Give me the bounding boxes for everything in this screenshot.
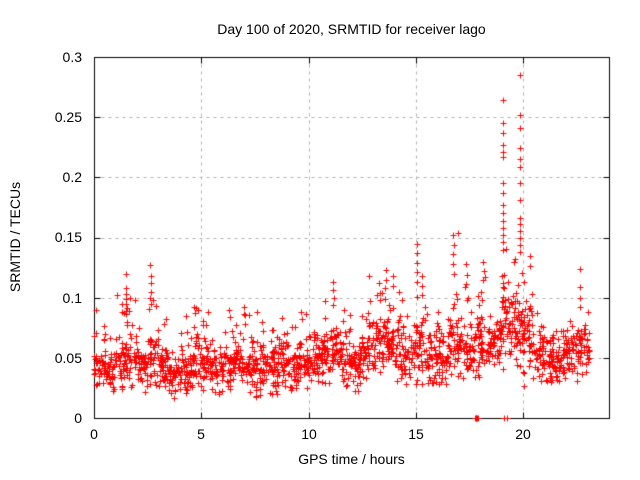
- y-tick-label-0-1: 0.1: [62, 290, 82, 306]
- y-tick-label-0-05: 0.05: [54, 350, 82, 366]
- chart-title: Day 100 of 2020, SRMTID for receiver lag…: [217, 21, 486, 37]
- x-tick-label-0: 0: [90, 426, 98, 442]
- x-axis-label: GPS time / hours: [298, 451, 405, 467]
- y-tick-label-0: 0: [74, 410, 82, 426]
- y-axis-label: SRMTID / TECUs: [7, 181, 23, 293]
- x-tick-label-5: 5: [197, 426, 205, 442]
- x-tick-label-20: 20: [515, 426, 531, 442]
- y-tick-label-0-15: 0.15: [54, 229, 82, 245]
- x-tick-label-15: 15: [408, 426, 424, 442]
- x-tick-label-10: 10: [301, 426, 317, 442]
- y-tick-label-0-2: 0.2: [62, 169, 82, 185]
- y-tick-label-0-25: 0.25: [54, 109, 82, 125]
- y-tick-label-0-3: 0.3: [62, 49, 82, 65]
